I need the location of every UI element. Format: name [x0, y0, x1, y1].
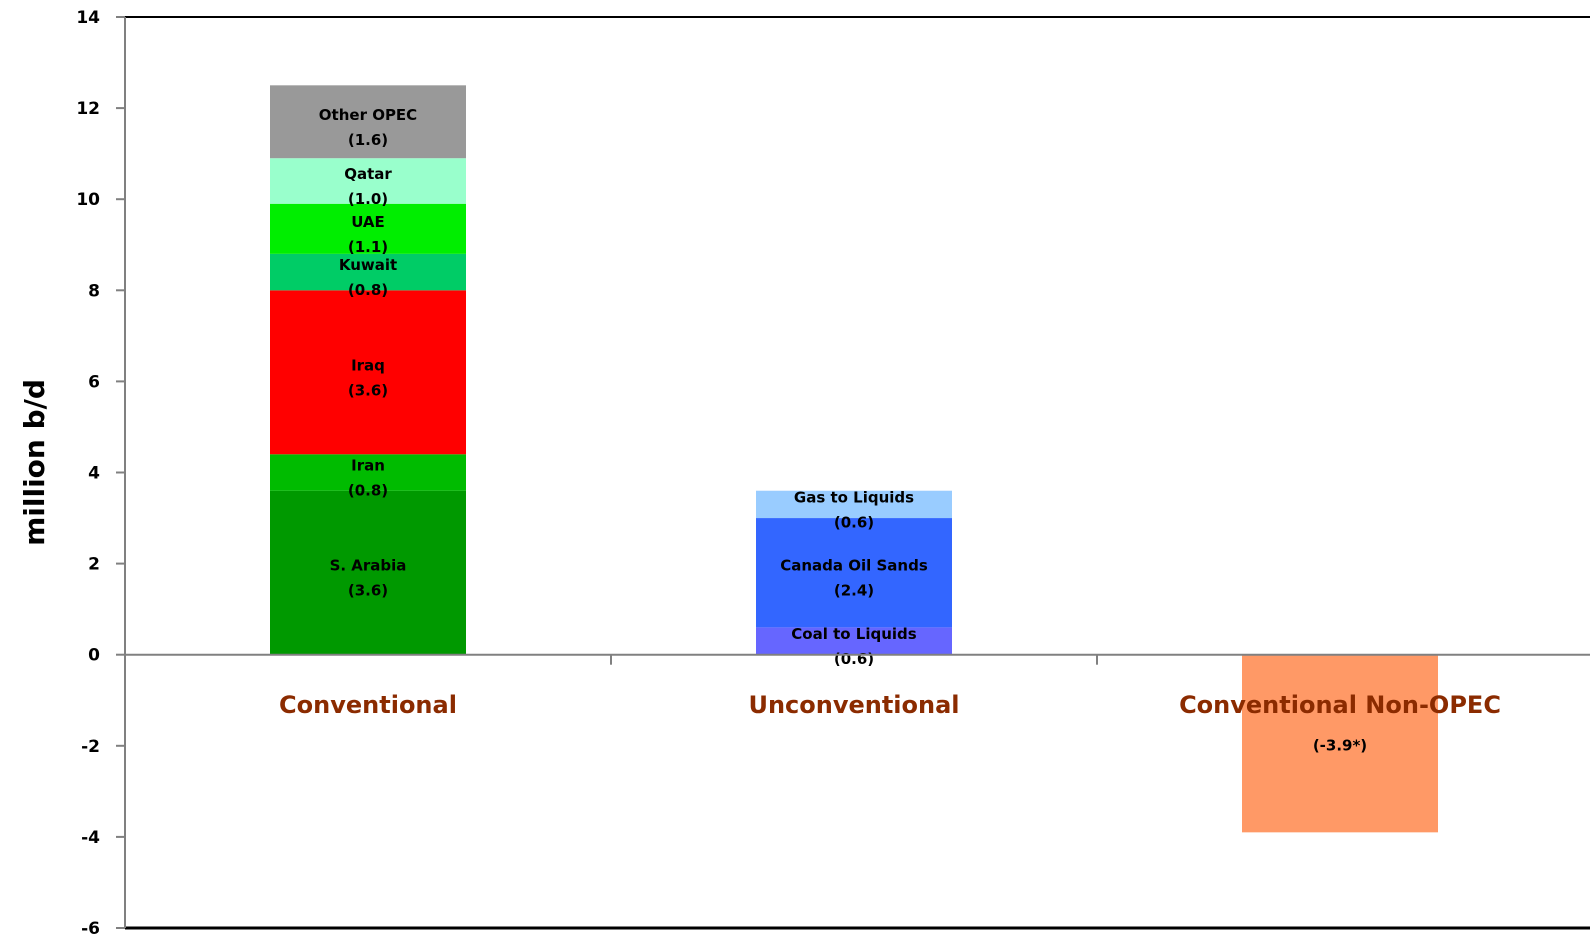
- segment-value-label: (0.6): [834, 650, 874, 668]
- segment-name-label: Coal to Liquids: [791, 625, 916, 643]
- bars: [270, 85, 1438, 833]
- bar-segment: [270, 253, 466, 291]
- y-tick-label: -6: [81, 919, 100, 939]
- segment-value-label: (3.6): [348, 582, 388, 600]
- category-label: Unconventional: [748, 691, 959, 719]
- y-tick-label: 14: [76, 8, 100, 28]
- axes: [116, 16, 1590, 930]
- segment-name-label: UAE: [351, 213, 385, 231]
- segment-name-label: Gas to Liquids: [794, 488, 914, 506]
- segment-name-label: Iraq: [351, 356, 385, 374]
- segment-value-label: (2.4): [834, 582, 874, 600]
- y-tick-label: 4: [88, 464, 100, 484]
- segment-name-label: Other OPEC: [319, 106, 417, 124]
- segment-name-label: S. Arabia: [330, 557, 407, 575]
- y-tick-label: 0: [88, 646, 100, 666]
- segment-value-label: (3.6): [348, 381, 388, 399]
- y-tick-label: -4: [81, 828, 100, 848]
- category-label: Conventional Non-OPEC: [1179, 691, 1501, 719]
- segment-value-label: (-3.9*): [1313, 737, 1367, 755]
- y-axis-label: million b/d: [18, 379, 51, 546]
- segment-value-label: (1.1): [348, 238, 388, 256]
- bar-segment: [270, 203, 466, 254]
- bar-segment: [756, 518, 952, 628]
- y-axis-ticks: 14 12 10 8 6 4 2 0 -2 -4 -6: [76, 8, 100, 939]
- segment-name-label: Canada Oil Sands: [780, 557, 928, 575]
- segment-name-label: Qatar: [344, 165, 392, 183]
- y-tick-label: 8: [88, 281, 100, 301]
- y-tick-label: 12: [76, 99, 100, 119]
- bar-segment: [1242, 654, 1438, 833]
- category-labels: Conventional Unconventional Conventional N…: [279, 691, 1501, 719]
- segment-value-label: (0.8): [348, 281, 388, 299]
- category-label: Conventional: [279, 691, 457, 719]
- bar-segment: [270, 158, 466, 204]
- y-tick-label: -2: [81, 737, 100, 757]
- bar-segment: [270, 290, 466, 455]
- segment-value-label: (0.6): [834, 513, 874, 531]
- bar-segment: [270, 85, 466, 159]
- bar-segment: [756, 490, 952, 519]
- segment-value-label: (1.0): [348, 190, 388, 208]
- y-tick-label: 2: [88, 555, 100, 575]
- segment-labels: S. Arabia (3.6) Iran (0.8) Iraq (3.6) Kuwait (0…: [319, 106, 1367, 755]
- y-tick-label: 6: [88, 372, 100, 392]
- bar-segment: [270, 454, 466, 491]
- segment-name-label: Iran: [351, 457, 385, 475]
- bar-segment: [270, 490, 466, 655]
- segment-name-label: Kuwait: [339, 256, 397, 274]
- bar-segment: [756, 627, 952, 655]
- y-tick-label: 10: [76, 190, 100, 210]
- segment-value-label: (0.8): [348, 482, 388, 500]
- segment-value-label: (1.6): [348, 131, 388, 149]
